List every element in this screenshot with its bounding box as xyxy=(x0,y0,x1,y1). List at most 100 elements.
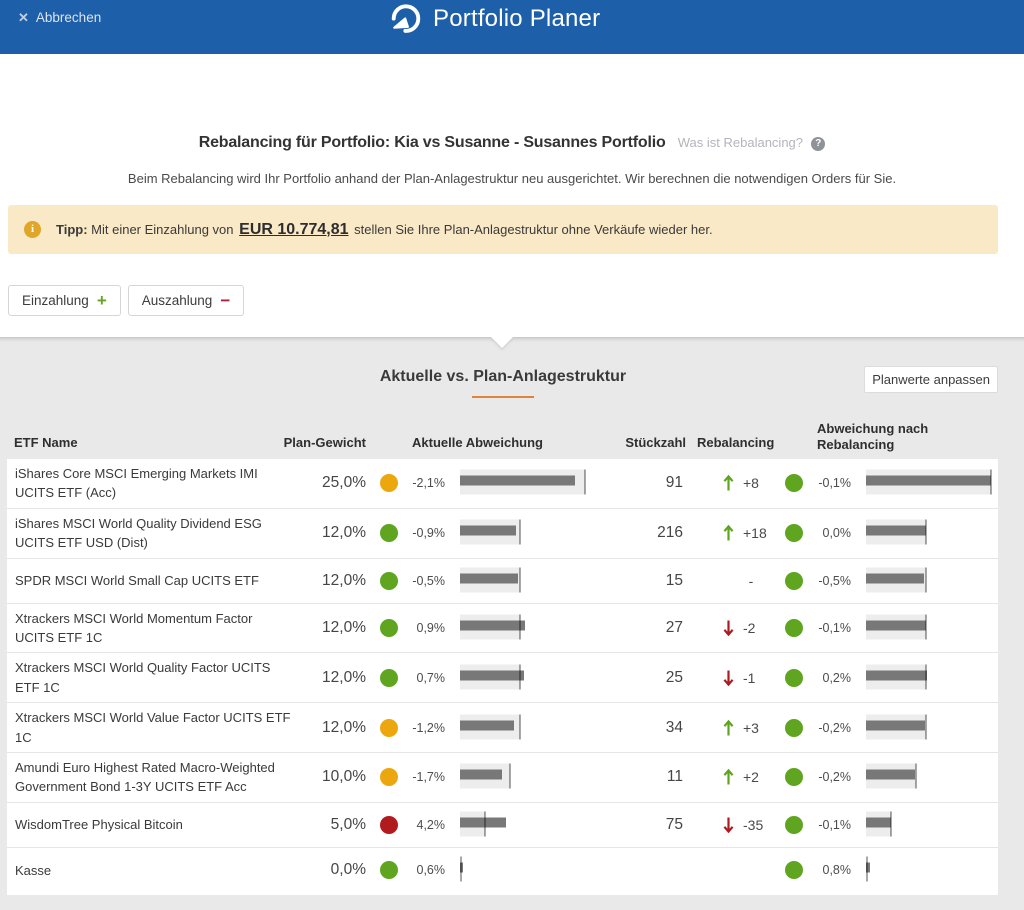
after-deviation-value: -0,1% xyxy=(818,817,851,832)
bar-fill xyxy=(460,525,516,536)
section-title: Aktuelle vs. Plan-Anlagestruktur xyxy=(379,368,627,385)
cancel-button[interactable]: ✕ Abbrechen xyxy=(18,10,101,25)
plan-weight-value: 12,0% xyxy=(322,571,366,589)
rebalancing-order: +3 xyxy=(720,719,790,737)
after-deviation-value: -0,2% xyxy=(818,770,851,785)
plan-weight-value: 25,0% xyxy=(322,474,366,492)
table-row: iShares MSCI World Quality Dividend ESG … xyxy=(7,509,998,559)
withdraw-button[interactable]: Auszahlung − xyxy=(127,285,245,316)
arrow-up-icon xyxy=(720,474,736,492)
plan-marker xyxy=(584,469,586,495)
plus-icon: + xyxy=(96,291,107,310)
tip-label: Tipp: xyxy=(56,221,88,237)
quantity-value: 216 xyxy=(657,524,683,542)
intro-section: Rebalancing für Portfolio: Kia vs Susann… xyxy=(0,54,1024,316)
current-deviation-value: 4,2% xyxy=(416,817,446,832)
app-title: Portfolio Planer xyxy=(433,5,601,32)
plan-marker xyxy=(925,664,927,690)
rebalancing-order: - xyxy=(720,573,790,589)
deposit-button[interactable]: Einzahlung + xyxy=(8,285,121,316)
plan-marker xyxy=(925,519,927,545)
etf-name: iShares Core MSCI Emerging Markets IMI U… xyxy=(15,466,258,501)
current-vs-plan-bar xyxy=(460,856,465,882)
allocation-section: Aktuelle vs. Plan-Anlagestruktur Planwer… xyxy=(0,337,1024,910)
etf-name: Amundi Euro Highest Rated Macro-Weighted… xyxy=(15,760,275,795)
current-status-dot xyxy=(380,768,398,787)
topbar: ✕ Abbrechen Portfolio Planer xyxy=(0,0,1024,54)
page-title: Rebalancing für Portfolio: Kia vs Susann… xyxy=(198,134,666,151)
after-vs-plan-bar xyxy=(866,519,928,545)
plan-marker xyxy=(925,567,927,593)
current-deviation-value: -0,5% xyxy=(412,573,445,588)
current-vs-plan-bar xyxy=(460,664,526,690)
current-status-dot xyxy=(380,524,398,543)
column-header-etf-name: ETF Name xyxy=(14,435,78,450)
bar-fill xyxy=(866,769,915,780)
etf-name: Kasse xyxy=(15,862,52,878)
quantity-value: 27 xyxy=(665,619,683,637)
plan-marker xyxy=(890,811,892,837)
bar-fill xyxy=(460,573,518,584)
after-status-dot xyxy=(785,861,803,880)
quantity-value: 75 xyxy=(665,815,683,833)
adjust-plan-values-button[interactable]: Planwerte anpassen xyxy=(864,366,998,393)
column-header-current-deviation: Aktuelle Abweichung xyxy=(412,435,543,450)
plan-marker xyxy=(519,664,521,690)
after-vs-plan-bar xyxy=(866,664,929,690)
bar-fill xyxy=(460,720,514,731)
etf-name: Xtrackers MSCI World Value Factor UCITS … xyxy=(15,710,291,745)
rebalancing-order: -2 xyxy=(720,619,790,637)
current-status-dot xyxy=(380,571,398,590)
after-status-dot xyxy=(785,718,803,737)
bar-fill xyxy=(866,525,926,536)
current-deviation-value: 0,6% xyxy=(416,863,446,878)
rebalance-amount: -35 xyxy=(743,816,764,833)
plan-weight-value: 0,0% xyxy=(330,861,366,879)
etf-name: Xtrackers MSCI World Momentum Factor UCI… xyxy=(15,610,253,646)
plan-marker xyxy=(460,856,462,882)
column-header-rebalancing: Rebalancing xyxy=(697,435,775,450)
plan-weight-value: 12,0% xyxy=(322,668,366,686)
tip-banner: i Tipp: Mit einer Einzahlung von EUR 10.… xyxy=(8,205,998,254)
section-notch xyxy=(491,337,513,348)
bar-fill xyxy=(460,862,463,873)
current-deviation-value: 0,9% xyxy=(416,621,446,636)
etf-name: WisdomTree Physical Bitcoin xyxy=(15,817,183,833)
bar-fill xyxy=(866,475,991,486)
current-vs-plan-bar xyxy=(460,519,522,545)
etf-name: iShares MSCI World Quality Dividend ESG … xyxy=(15,515,262,551)
plan-marker xyxy=(509,763,511,789)
deposit-amount-link[interactable]: EUR 10.774,81 xyxy=(239,220,349,238)
help-icon[interactable]: ? xyxy=(811,137,826,151)
table-row: Xtrackers MSCI World Momentum Factor UCI… xyxy=(7,604,998,654)
plan-marker xyxy=(925,614,927,640)
plan-marker xyxy=(925,714,927,740)
minus-icon: − xyxy=(220,291,231,310)
what-is-rebalancing-link[interactable]: Was ist Rebalancing? xyxy=(677,135,804,150)
plan-marker xyxy=(519,519,521,545)
table-row: SPDR MSCI World Small Cap UCITS ETF 12,0… xyxy=(7,559,998,604)
after-status-dot xyxy=(785,619,803,638)
close-icon: ✕ xyxy=(18,10,29,25)
after-vs-plan-bar xyxy=(866,614,928,640)
bar-fill xyxy=(460,620,525,631)
rebalancing-order: +2 xyxy=(720,768,790,786)
table-row: Kasse 0,0% 0,6% 0,8% xyxy=(7,848,998,893)
arrow-up-icon xyxy=(720,524,736,542)
section-header: Aktuelle vs. Plan-Anlagestruktur Planwer… xyxy=(8,337,998,459)
quantity-value: 15 xyxy=(665,571,683,589)
tip-text: Tipp: Mit einer Einzahlung von EUR 10.77… xyxy=(56,220,713,238)
current-deviation-value: 0,7% xyxy=(416,670,446,685)
title-underline xyxy=(472,396,534,398)
after-vs-plan-bar xyxy=(866,856,872,882)
arrow-down-icon xyxy=(720,816,736,834)
etf-name: Xtrackers MSCI World Quality Factor UCIT… xyxy=(15,660,271,695)
current-vs-plan-bar xyxy=(460,811,508,837)
bar-fill xyxy=(866,670,927,681)
rebalancing-order: -1 xyxy=(720,669,790,687)
page-heading-row: Rebalancing für Portfolio: Kia vs Susann… xyxy=(0,133,1024,152)
rebalance-amount: +3 xyxy=(743,719,759,736)
current-vs-plan-bar xyxy=(460,469,587,495)
arrow-up-icon xyxy=(720,768,736,786)
plan-marker xyxy=(990,469,992,495)
